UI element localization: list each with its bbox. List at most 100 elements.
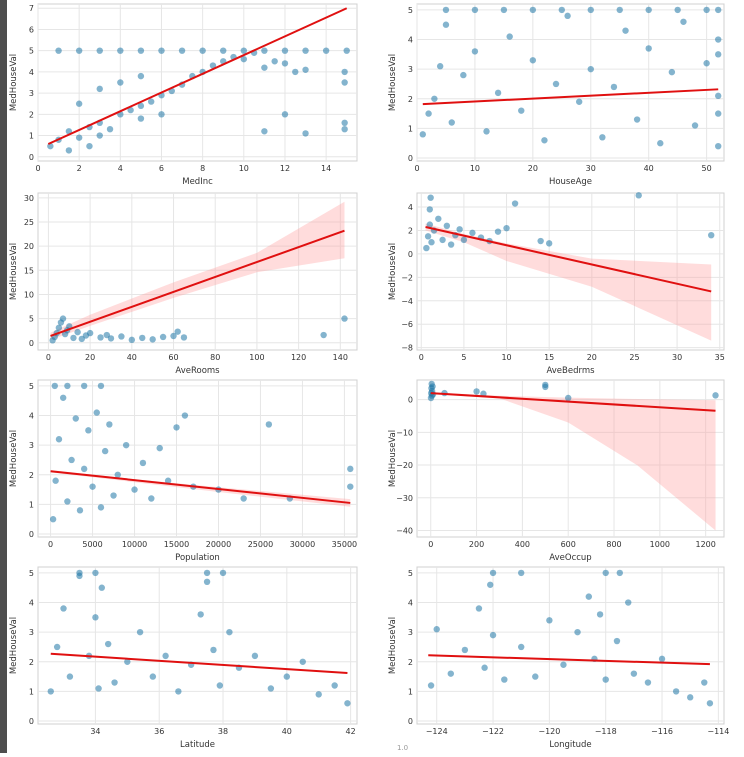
data-point bbox=[443, 222, 451, 230]
y-tick-label: −4 bbox=[401, 297, 413, 306]
y-axis-label: MedHouseVal bbox=[9, 617, 19, 674]
y-tick-label: 5 bbox=[408, 569, 413, 578]
x-tick-label: 5000 bbox=[82, 540, 102, 549]
data-point bbox=[47, 688, 54, 695]
plot-area bbox=[416, 379, 725, 538]
plot-area bbox=[416, 566, 725, 725]
data-point bbox=[51, 382, 58, 390]
data-point bbox=[518, 643, 525, 651]
x-tick-label: 10 bbox=[501, 353, 511, 362]
data-point bbox=[565, 394, 572, 402]
y-tick-label: 2 bbox=[29, 471, 34, 480]
data-point bbox=[92, 614, 99, 621]
data-point bbox=[86, 329, 94, 337]
data-point bbox=[347, 465, 354, 473]
confidence-band bbox=[50, 201, 345, 340]
data-point bbox=[281, 60, 289, 67]
data-point bbox=[128, 336, 136, 344]
x-tick-label: 0 bbox=[46, 353, 51, 362]
regression-line bbox=[47, 7, 348, 145]
data-point bbox=[75, 47, 83, 54]
x-tick-label: 30 bbox=[586, 164, 596, 173]
x-tick-label: 140 bbox=[333, 353, 348, 362]
data-point bbox=[511, 200, 519, 207]
data-point bbox=[435, 215, 442, 222]
data-point bbox=[220, 47, 227, 54]
data-point bbox=[110, 492, 117, 499]
x-tick-label: 20000 bbox=[206, 540, 231, 549]
data-point bbox=[429, 391, 437, 398]
data-point bbox=[715, 110, 722, 117]
data-point bbox=[442, 21, 450, 28]
y-axis-label: MedHouseVal bbox=[9, 430, 19, 487]
x-tick-label: 20 bbox=[587, 353, 597, 362]
data-point bbox=[501, 676, 508, 683]
x-axis-label: Longitude bbox=[549, 740, 591, 750]
x-tick-label: −122 bbox=[482, 727, 504, 736]
data-point bbox=[80, 465, 88, 473]
figure: 0 2 4 6 8 10 12 14 0 1 2 3 4 5 6 7 MedInc MedHouseVal 0 10 2… bbox=[7, 0, 744, 753]
x-tick-label: 38 bbox=[218, 727, 228, 736]
data-point bbox=[147, 98, 155, 105]
y-tick-label: 2 bbox=[408, 95, 413, 104]
x-axis-label: Population bbox=[175, 553, 220, 563]
x-tick-label: 0 bbox=[414, 164, 419, 173]
data-point bbox=[265, 421, 273, 428]
data-point bbox=[442, 6, 450, 14]
data-point bbox=[613, 637, 621, 645]
x-tick-label: 40 bbox=[644, 164, 654, 173]
subplot-2: 0 10 20 30 40 50 0 1 2 3 4 5 HouseAge MedHouseVal bbox=[388, 3, 725, 187]
data-point bbox=[53, 643, 61, 651]
data-point bbox=[473, 388, 480, 395]
x-tick-label: 100 bbox=[249, 353, 264, 362]
y-tick-label: 3 bbox=[29, 89, 34, 98]
x-tick-label: 1200 bbox=[695, 540, 715, 549]
data-point bbox=[181, 412, 189, 419]
x-tick-label: 14 bbox=[321, 164, 331, 173]
y-tick-label: 30 bbox=[24, 194, 34, 203]
y-tick-label: 0 bbox=[408, 250, 413, 259]
data-point bbox=[65, 147, 73, 154]
y-tick-label: 5 bbox=[29, 47, 34, 56]
y-tick-label: 3 bbox=[29, 628, 34, 637]
x-tick-label: −116 bbox=[651, 727, 673, 736]
data-point bbox=[560, 661, 567, 668]
data-point bbox=[448, 119, 455, 126]
x-tick-label: 120 bbox=[291, 353, 306, 362]
data-point bbox=[658, 655, 666, 663]
x-axis-label: AveRooms bbox=[175, 366, 220, 376]
x-axis-label: HouseAge bbox=[549, 177, 592, 187]
data-point bbox=[137, 72, 145, 80]
y-tick-label: 1 bbox=[29, 500, 34, 509]
data-point bbox=[64, 498, 71, 505]
data-point bbox=[55, 47, 62, 54]
data-point bbox=[271, 58, 278, 65]
data-point bbox=[75, 100, 83, 107]
x-tick-label: 30000 bbox=[290, 540, 315, 549]
y-tick-label: 2 bbox=[29, 658, 34, 667]
subplot-3: 0 20 40 60 80 100 120 140 0 5 10 15 20 25 30 AveRooms Me… bbox=[9, 192, 358, 376]
data-point bbox=[341, 119, 348, 127]
data-point bbox=[331, 682, 338, 689]
data-point bbox=[261, 128, 268, 135]
data-point bbox=[240, 47, 248, 54]
data-point bbox=[645, 45, 652, 52]
data-point bbox=[299, 658, 306, 665]
data-point bbox=[426, 206, 433, 213]
data-point bbox=[164, 477, 172, 484]
x-tick-label: −114 bbox=[707, 727, 729, 736]
y-tick-label: 6 bbox=[29, 25, 34, 34]
data-point bbox=[426, 221, 433, 228]
data-point bbox=[541, 137, 548, 144]
data-point bbox=[137, 102, 145, 110]
data-point bbox=[127, 106, 134, 114]
y-tick-label: 1 bbox=[408, 124, 413, 133]
data-point bbox=[156, 444, 163, 452]
plot-area bbox=[37, 379, 358, 538]
y-tick-label: −2 bbox=[401, 273, 413, 282]
data-point bbox=[436, 63, 444, 70]
data-point bbox=[542, 383, 549, 391]
data-point bbox=[439, 236, 446, 244]
data-point bbox=[203, 578, 211, 586]
